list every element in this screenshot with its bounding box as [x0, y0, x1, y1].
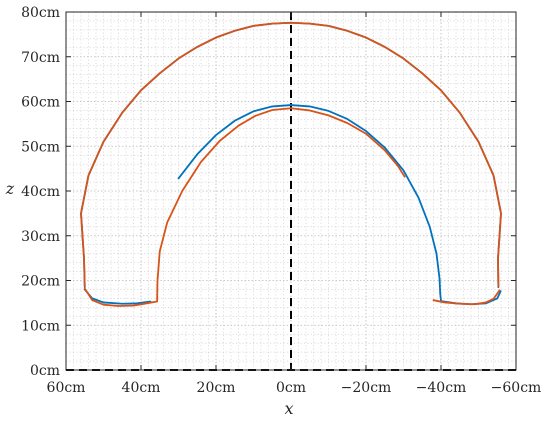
x-tick-label: 60cm	[47, 380, 86, 396]
x-tick-label: 40cm	[122, 380, 161, 396]
x-tick-label: −40cm	[416, 380, 467, 396]
y-tick-label: 20cm	[21, 274, 60, 290]
axes: 60cm 40cm 20cm 0cm −20cm −40cm −60cm 0cm 10cm 20c…	[21, 5, 541, 396]
y-tick-label: 70cm	[21, 50, 60, 66]
y-tick-label: 10cm	[21, 318, 60, 334]
y-tick-label: 50cm	[21, 139, 60, 155]
x-axis-label: x	[284, 399, 293, 418]
y-tick-label: 30cm	[21, 229, 60, 245]
series-layer	[80, 21, 502, 307]
x-tick-label: −60cm	[491, 380, 542, 396]
series-2-segment-1	[83, 107, 406, 307]
series-2-segment-2	[432, 289, 501, 306]
y-tick-label: 0cm	[30, 363, 60, 379]
x-tick-label: 20cm	[197, 380, 236, 396]
series-2-segment-3	[80, 21, 502, 288]
y-tick-label: 40cm	[21, 184, 60, 200]
y-tick-label: 80cm	[21, 5, 60, 21]
y-axis-label: z	[5, 179, 15, 198]
x-tick-label: 0cm	[276, 380, 306, 396]
y-tick-label: 60cm	[21, 95, 60, 111]
x-tick-label: −20cm	[341, 380, 392, 396]
